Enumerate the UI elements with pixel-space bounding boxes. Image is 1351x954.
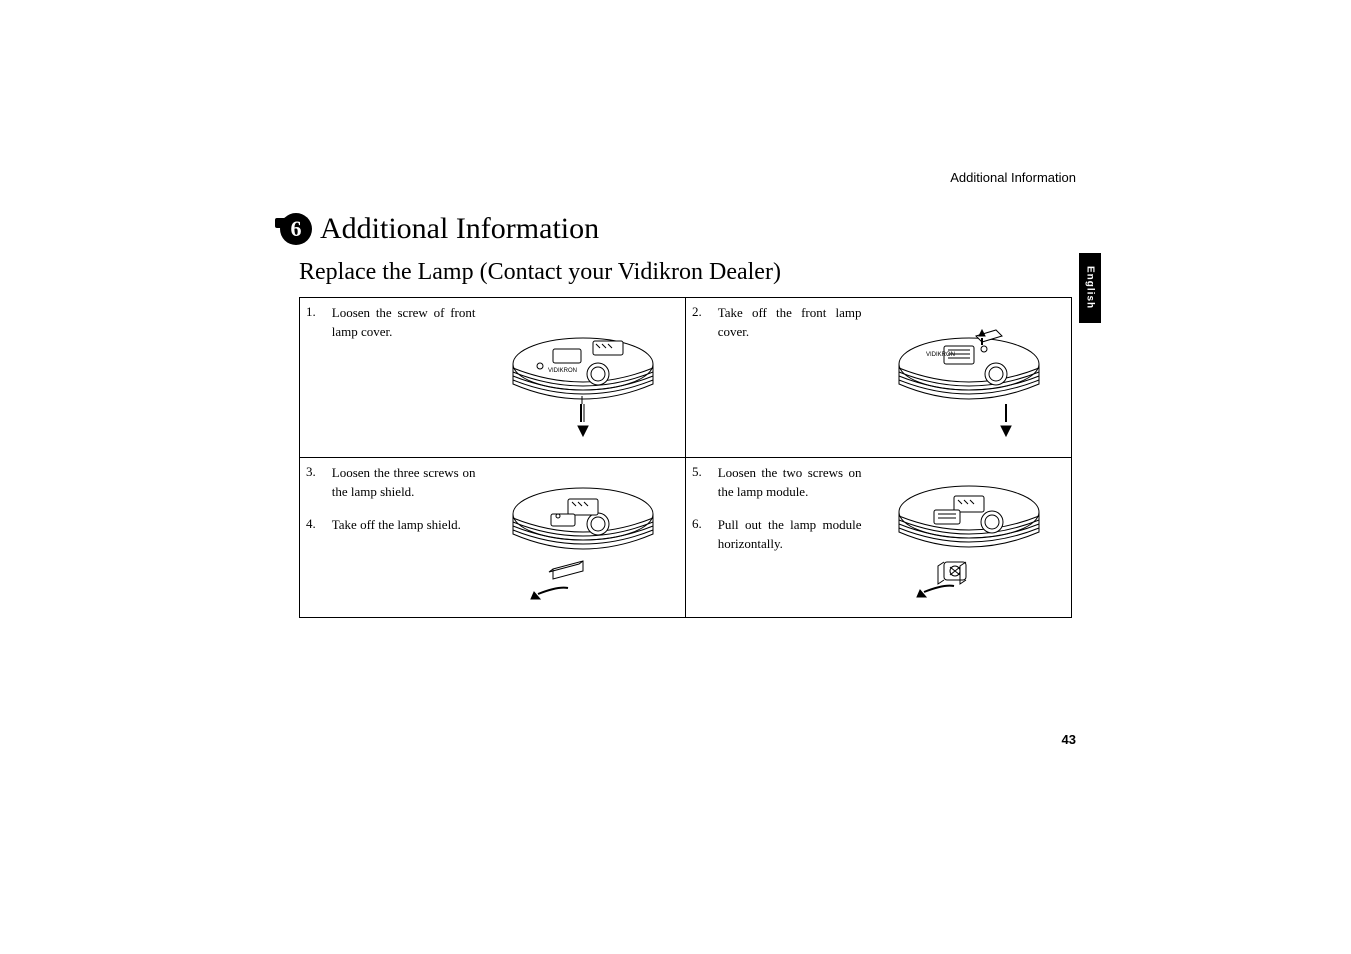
step-number: 1.	[300, 298, 326, 458]
projector-icon: VIDIKRON	[884, 304, 1054, 444]
projector-icon	[498, 464, 668, 604]
table-row: 3. 4. Loosen the three screws on the lam…	[300, 458, 1072, 618]
page-number: 43	[1062, 732, 1076, 747]
header-section-label: Additional Information	[950, 170, 1076, 185]
step-text-group: Loosen the three screws on the lamp shie…	[326, 458, 486, 618]
step-illustration	[486, 458, 686, 618]
step-text: Loosen the three screws on the lamp shie…	[332, 464, 476, 502]
step-number: 4.	[306, 516, 316, 532]
manual-page: Additional Information English 6 Additio…	[0, 0, 1351, 954]
step-number: 2.	[685, 298, 711, 458]
steps-table: 1. Loosen the screw of front lamp cover.	[299, 297, 1072, 618]
step-text: Take off the lamp shield.	[332, 516, 476, 535]
step-number-group: 3. 4.	[300, 458, 326, 618]
step-number: 3.	[306, 464, 316, 480]
step-number: 6.	[692, 516, 702, 532]
section-title: Additional Information	[320, 212, 599, 246]
step-number: 5.	[692, 464, 702, 480]
step-illustration	[872, 458, 1072, 618]
section-subtitle: Replace the Lamp (Contact your Vidikron …	[299, 259, 781, 286]
projector-icon: VIDIKRON	[498, 304, 668, 444]
svg-text:VIDIKRON: VIDIKRON	[926, 352, 955, 358]
step-illustration: VIDIKRON	[486, 298, 686, 458]
section-title-row: 6 Additional Information	[280, 212, 599, 246]
step-text: Pull out the lamp module horizontally.	[718, 516, 862, 554]
step-text: Loosen the screw of front lamp cover.	[326, 298, 486, 458]
step-number-group: 5. 6.	[685, 458, 711, 618]
step-text-group: Loosen the two screws on the lamp module…	[712, 458, 872, 618]
step-text: Take off the front lamp cover.	[712, 298, 872, 458]
step-text: Loosen the two screws on the lamp module…	[718, 464, 862, 502]
language-tab: English	[1079, 253, 1101, 323]
section-number-badge: 6	[280, 213, 312, 245]
step-illustration: VIDIKRON	[872, 298, 1072, 458]
table-row: 1. Loosen the screw of front lamp cover.	[300, 298, 1072, 458]
language-tab-label: English	[1085, 266, 1096, 309]
svg-text:VIDIKRON: VIDIKRON	[548, 368, 577, 374]
projector-icon	[884, 464, 1054, 604]
